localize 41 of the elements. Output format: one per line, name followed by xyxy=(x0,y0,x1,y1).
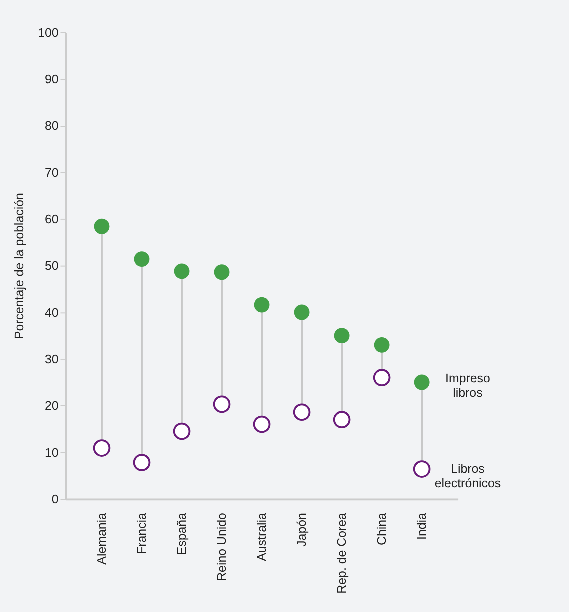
x-tick-label: Japón xyxy=(294,512,309,547)
x-tick-label: China xyxy=(374,512,389,546)
y-tick-label: 90 xyxy=(44,72,59,86)
x-tick-label: Reino Unido xyxy=(214,512,229,582)
y-tick-label: 30 xyxy=(44,352,59,366)
y-axis-title: Porcentaje de la población xyxy=(12,193,27,340)
point xyxy=(294,304,310,320)
point xyxy=(134,252,150,267)
x-tick-label: Alemania xyxy=(94,512,109,565)
point xyxy=(174,264,190,280)
y-tick-label: 40 xyxy=(44,306,59,320)
point xyxy=(214,264,230,280)
point xyxy=(293,404,311,422)
x-tick-label: Rep. de Corea xyxy=(334,512,349,594)
point xyxy=(93,440,111,457)
point xyxy=(253,416,271,434)
y-tick-label: 20 xyxy=(44,399,59,414)
point xyxy=(173,422,191,440)
series-label: Libros electrónicos xyxy=(434,462,502,490)
point xyxy=(133,454,151,472)
point xyxy=(413,460,431,478)
y-tick-label: 70 xyxy=(44,166,59,180)
y-tick-label: 0 xyxy=(52,492,59,506)
point xyxy=(94,218,110,234)
y-tick-label: 10 xyxy=(44,446,59,460)
point xyxy=(373,369,391,386)
y-tick-label: 60 xyxy=(44,212,59,226)
y-tick-label: 100 xyxy=(38,26,59,40)
y-tick-label: 80 xyxy=(44,119,59,134)
x-tick-label: Francia xyxy=(134,512,149,554)
x-tick-label: Australia xyxy=(254,512,269,562)
point xyxy=(334,328,350,344)
point xyxy=(254,297,270,313)
x-tick-label: India xyxy=(414,512,429,540)
point xyxy=(374,337,390,353)
series-label: Impreso libros xyxy=(446,372,490,400)
y-tick-label: 50 xyxy=(44,259,59,274)
x-tick-label: España xyxy=(174,512,189,556)
point xyxy=(333,411,351,428)
point xyxy=(213,396,231,414)
point xyxy=(414,374,430,390)
